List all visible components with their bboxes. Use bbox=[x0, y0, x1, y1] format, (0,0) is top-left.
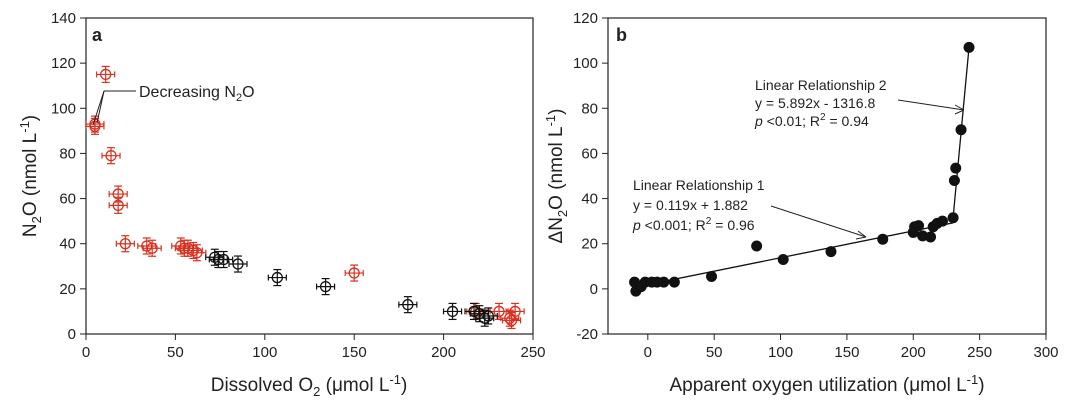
red-data-point bbox=[108, 196, 128, 214]
fit-1-annotation: Linear Relationship 1 y = 0.119x + 1.882… bbox=[632, 177, 867, 240]
data-point bbox=[948, 175, 960, 187]
annotation-decreasing-n2o: Decreasing N2O bbox=[139, 84, 255, 104]
data-point bbox=[963, 41, 975, 53]
fit-1-equation: y = 0.119x + 1.882 bbox=[633, 197, 748, 213]
data-point bbox=[925, 231, 937, 243]
black-data-point bbox=[442, 302, 463, 321]
panel-b-y-tick-label: 60 bbox=[581, 145, 598, 162]
panel-b: b 0 50 100 150 200 250 300 -20020406080100120 … bbox=[543, 10, 1059, 396]
black-data-point bbox=[398, 296, 418, 314]
panel-a-y-ticks: 0 20 40 60 80 100 120 140 bbox=[51, 10, 86, 343]
red-data-point bbox=[142, 239, 162, 257]
panel-a-y-tick-label: 140 bbox=[51, 10, 76, 27]
annotation-arrow-1 bbox=[92, 90, 105, 126]
red-data-point bbox=[115, 235, 135, 253]
fit-1-arrow-head-a bbox=[857, 230, 867, 238]
panel-a-points bbox=[85, 65, 525, 330]
fit-2-equation: y = 5.892x - 1316.8 bbox=[755, 95, 875, 111]
panel-b-x-ticks: 0 50 100 150 200 250 300 bbox=[644, 334, 1059, 361]
fit-1-line bbox=[634, 222, 954, 288]
fit-2-label: Linear Relationship 2 bbox=[755, 77, 887, 93]
panel-b-y-tick-label: 40 bbox=[581, 191, 598, 208]
panel-a-label: a bbox=[92, 25, 103, 45]
data-point bbox=[955, 124, 967, 136]
fit-1-arrow bbox=[770, 205, 867, 238]
data-point bbox=[950, 162, 962, 174]
panel-a-x-tick-label: 100 bbox=[252, 344, 277, 361]
fit-2-arrow-head-b bbox=[954, 109, 965, 115]
panel-a-x-tick-label: 250 bbox=[520, 344, 545, 361]
panel-a-plot-frame bbox=[85, 17, 534, 335]
red-data-point bbox=[101, 147, 121, 165]
red-data-point bbox=[489, 302, 509, 321]
data-point bbox=[947, 212, 959, 224]
fit-2-annotation: Linear Relationship 2 y = 5.892x - 1316.… bbox=[754, 77, 965, 129]
fit-2-stats: p <0.01; R2 = 0.94 bbox=[754, 112, 869, 129]
panel-a-y-tick-label: 100 bbox=[51, 100, 76, 117]
panel-b-y-axis-label: ΔN2O (nmol L-1) bbox=[543, 109, 570, 244]
panel-a-y-tick-label: 20 bbox=[59, 281, 76, 298]
black-data-point bbox=[214, 250, 234, 269]
black-data-point bbox=[315, 278, 336, 296]
panel-b-x-tick-label: 200 bbox=[901, 344, 926, 361]
panel-a-annotation: Decreasing N2O bbox=[92, 84, 255, 126]
panel-a-y-tick-label: 80 bbox=[59, 145, 76, 162]
panel-b-x-tick-label: 250 bbox=[967, 344, 992, 361]
black-data-point bbox=[267, 268, 287, 287]
panel-b-x-tick-label: 150 bbox=[834, 344, 859, 361]
panel-b-plot-frame bbox=[607, 17, 1047, 335]
data-point bbox=[668, 276, 680, 288]
data-point bbox=[913, 220, 925, 232]
panel-a-x-tick-label: 150 bbox=[342, 344, 367, 361]
red-data-point bbox=[344, 264, 364, 282]
panel-b-label: b bbox=[616, 25, 627, 45]
panel-a-y-tick-label: 60 bbox=[59, 191, 76, 208]
panel-b-x-tick-label: 300 bbox=[1033, 344, 1058, 361]
panel-b-y-tick-label: 20 bbox=[581, 236, 598, 253]
panel-b-x-tick-label: 50 bbox=[706, 344, 723, 361]
fit-2-arrow-head-a bbox=[954, 104, 965, 111]
panel-a-y-tick-label: 0 bbox=[68, 326, 76, 343]
data-point bbox=[658, 276, 670, 288]
panel-b-y-tick-label: 80 bbox=[581, 100, 598, 117]
black-data-point bbox=[228, 255, 248, 273]
fit-1-arrow-head-b bbox=[855, 236, 867, 240]
panel-b-y-tick-label: 0 bbox=[590, 281, 598, 298]
data-point bbox=[936, 215, 948, 227]
panel-b-points bbox=[629, 41, 975, 297]
panel-a-x-axis-label: Dissolved O2 (μmol L-1) bbox=[211, 372, 408, 399]
fit-1-stats: p <0.001; R2 = 0.96 bbox=[632, 216, 755, 233]
fit-2-arrow bbox=[897, 99, 965, 111]
red-data-point bbox=[96, 65, 116, 84]
panel-b-x-axis-label: Apparent oxygen utilization (μmol L-1) bbox=[669, 372, 984, 396]
panel-a-y-axis-label: N2O (nmol L-1) bbox=[17, 115, 44, 237]
panel-a-y-tick-label: 40 bbox=[59, 236, 76, 253]
panel-a-y-tick-label: 120 bbox=[51, 55, 76, 72]
data-point bbox=[777, 254, 789, 266]
annotation-arrow-2 bbox=[96, 90, 105, 124]
panel-b-y-ticks: -20 0 20 40 60 80 100 120 bbox=[573, 10, 608, 343]
panel-a-x-tick-label: 200 bbox=[431, 344, 456, 361]
panel-b-y-tick-label: -20 bbox=[576, 326, 598, 343]
panel-a-x-tick-label: 50 bbox=[167, 344, 184, 361]
data-point bbox=[751, 240, 763, 252]
panel-a-x-tick-label: 0 bbox=[82, 344, 90, 361]
red-data-point bbox=[505, 302, 525, 321]
panel-a: a 0 50 100 150 200 250 0 20 40 60 80 100 120 140 Dec… bbox=[17, 10, 546, 399]
panel-b-y-tick-label: 100 bbox=[573, 55, 598, 72]
panel-a-x-ticks: 0 50 100 150 200 250 bbox=[82, 334, 546, 361]
data-point bbox=[825, 246, 837, 258]
black-data-point bbox=[478, 307, 498, 325]
data-point bbox=[877, 233, 889, 245]
red-data-point bbox=[85, 117, 105, 135]
panel-b-x-tick-label: 0 bbox=[644, 344, 652, 361]
panel-b-x-tick-label: 100 bbox=[768, 344, 793, 361]
panel-b-y-tick-label: 120 bbox=[573, 10, 598, 27]
fit-1-label: Linear Relationship 1 bbox=[633, 177, 765, 193]
data-point bbox=[706, 270, 718, 282]
